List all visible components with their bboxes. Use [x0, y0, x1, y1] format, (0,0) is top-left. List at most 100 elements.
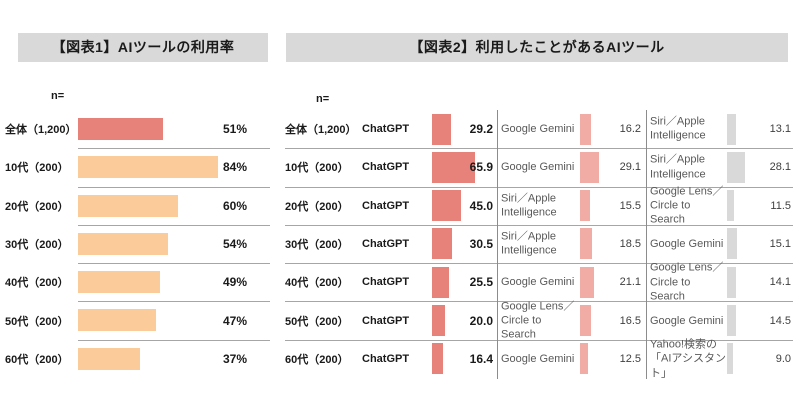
tool-value-label: 25.5 [469, 275, 493, 290]
tool-name: Siri／Apple Intelligence [650, 154, 706, 181]
tool-name: Google Gemini [501, 276, 575, 289]
figure1-row: 60代（200） 37% [5, 339, 270, 378]
usage-bar [78, 118, 164, 140]
column-divider [646, 110, 647, 379]
tool-bar [727, 266, 737, 298]
tool-bar [432, 190, 462, 222]
tool-value-label: 15.1 [769, 238, 791, 251]
tool-bar [432, 305, 445, 337]
tool-value-label: 14.5 [769, 314, 791, 327]
row-separator [78, 339, 270, 341]
tool-value-label: 11.5 [770, 199, 791, 212]
tool-bar [432, 113, 451, 145]
row-separator [78, 263, 270, 265]
category-label: 20代（200） [285, 200, 349, 213]
value-label: 51% [223, 122, 248, 137]
figure1-row: 全体（1,200） 51% [5, 110, 270, 148]
tool-name: ChatGPT [362, 276, 410, 289]
tool-value-label: 29.2 [469, 122, 493, 137]
figure2-row: 全体（1,200） ChatGPT 29.2 Google Gemini 16.2 Sir… [285, 110, 795, 148]
tool-value-label: 9.0 [775, 352, 791, 365]
tool-bar [432, 228, 452, 260]
tool-bar [580, 113, 591, 145]
tool-value-label: 13.1 [769, 123, 791, 136]
figure2-bar-rows: 全体（1,200） ChatGPT 29.2 Google Gemini 16.2 Sir… [285, 110, 795, 379]
row-separator [285, 339, 793, 341]
tool-bar [432, 151, 475, 183]
category-label: 全体（1,200） [5, 124, 77, 137]
tool-bar [727, 113, 736, 145]
tool-bar [432, 343, 443, 375]
tool-name: Yahoo!検索の「AIアシスタント」 [650, 338, 726, 380]
figure1-bar-rows: 全体（1,200） 51% 10代（200） 84% 20代（200） 60% 30代（20… [5, 110, 270, 379]
tool-bar [727, 343, 733, 375]
tool-name: Google Gemini [501, 352, 575, 365]
row-separator [285, 224, 793, 226]
figure2-n-label: n= [316, 93, 330, 105]
category-label: 40代（200） [5, 277, 69, 290]
figure1-n-label: n= [51, 90, 65, 102]
row-separator [78, 148, 270, 150]
usage-bar [78, 194, 179, 217]
tool-name: ChatGPT [362, 314, 410, 327]
category-label: 30代（200） [285, 239, 349, 252]
figure1-row: 40代（200） 49% [5, 263, 270, 301]
tool-value-label: 29.1 [619, 161, 641, 174]
column-divider [497, 110, 498, 379]
tool-name: Google Lens／Circle to Search [650, 261, 724, 303]
tool-value-label: 45.0 [469, 198, 493, 213]
tool-value-label: 12.5 [619, 352, 641, 365]
figure2-row: 10代（200） ChatGPT 65.9 Google Gemini 29.1 Siri… [285, 148, 795, 186]
tool-bar [727, 151, 746, 183]
tool-value-label: 15.5 [619, 199, 641, 212]
category-label: 20代（200） [5, 200, 69, 213]
figure2-title: 【図表2】利用したことがあるAIツール [286, 33, 788, 62]
tool-value-label: 20.0 [469, 313, 493, 328]
figure2-row: 60代（200） ChatGPT 16.4 Google Gemini 12.5 Yaho… [285, 338, 795, 380]
tool-name: Google Gemini [501, 161, 575, 174]
tool-name: ChatGPT [362, 237, 410, 250]
figure1-title: 【図表1】AIツールの利用率 [18, 33, 268, 62]
tool-bar [432, 266, 449, 298]
tool-bar [727, 305, 737, 337]
tool-value-label: 18.5 [619, 238, 641, 251]
tool-value-label: 65.9 [469, 160, 493, 175]
tool-name: ChatGPT [362, 352, 410, 365]
category-label: 10代（200） [285, 162, 349, 175]
figure2-row: 20代（200） ChatGPT 45.0 Siri／Apple Intelligen… [285, 185, 795, 226]
value-label: 49% [223, 275, 248, 290]
figure1-row: 30代（200） 54% [5, 224, 270, 263]
figure1-row: 10代（200） 84% [5, 148, 270, 186]
tool-value-label: 30.5 [469, 237, 493, 252]
category-label: 60代（200） [5, 353, 69, 366]
row-separator [285, 186, 793, 188]
tool-bar [727, 190, 735, 222]
tool-value-label: 14.1 [769, 276, 791, 289]
category-label: 50代（200） [5, 315, 69, 328]
category-label: 50代（200） [285, 315, 349, 328]
category-label: 30代（200） [5, 239, 69, 252]
row-separator [285, 263, 793, 265]
value-label: 37% [223, 351, 248, 366]
usage-bar [78, 271, 160, 294]
row-separator [285, 148, 793, 150]
tool-value-label: 28.1 [769, 161, 791, 174]
tool-name: Google Lens／Circle to Search [650, 185, 724, 226]
value-label: 60% [223, 198, 248, 213]
figure2-row: 40代（200） ChatGPT 25.5 Google Gemini 21.1 Goog… [285, 261, 795, 303]
tool-name: Siri／Apple Intelligence [501, 230, 557, 258]
tool-bar [580, 305, 591, 337]
tool-bar [580, 228, 593, 260]
figure2-row: 30代（200） ChatGPT 30.5 Siri／Apple Intelligen… [285, 224, 795, 263]
tool-value-label: 16.4 [469, 351, 493, 366]
tool-value-label: 21.1 [619, 276, 641, 289]
tool-name: ChatGPT [362, 161, 410, 174]
category-label: 全体（1,200） [285, 124, 357, 137]
value-label: 84% [223, 160, 248, 175]
value-label: 47% [223, 313, 248, 328]
figure1-row: 20代（200） 60% [5, 186, 270, 225]
tool-name: Google Gemini [501, 122, 575, 135]
usage-bar [78, 347, 140, 370]
tool-bar [580, 151, 599, 183]
row-separator [78, 301, 270, 303]
